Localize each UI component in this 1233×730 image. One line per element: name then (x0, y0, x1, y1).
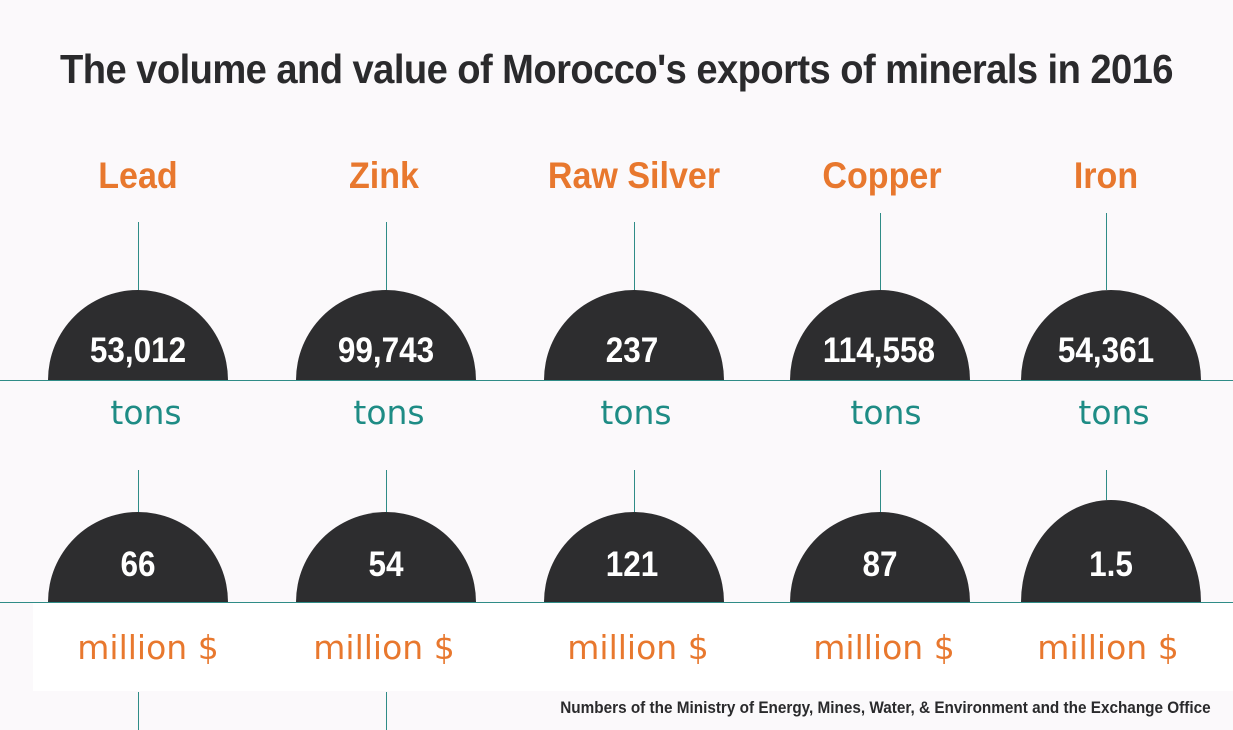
volume-connector-line (880, 213, 881, 290)
volume-unit: tons (1078, 393, 1150, 432)
volume-unit: tons (600, 393, 672, 432)
volume-value: 99,743 (337, 331, 435, 370)
export-value: 1.5 (1089, 545, 1133, 584)
volume-unit: tons (353, 393, 425, 432)
mineral-name: Iron (1073, 155, 1139, 196)
value-baseline (0, 602, 1233, 603)
value-connector-line (138, 470, 139, 512)
volume-value: 53,012 (89, 331, 187, 370)
export-value: 87 (862, 545, 898, 584)
volume-connector-line (1106, 213, 1107, 290)
value-unit: million $ (1037, 628, 1179, 667)
volume-unit: tons (850, 393, 922, 432)
volume-value: 237 (605, 331, 659, 370)
volume-baseline (0, 380, 1233, 381)
value-connector-line (880, 470, 881, 512)
value-connector-line (1106, 470, 1107, 500)
value-unit-band (33, 603, 1233, 691)
value-unit: million $ (313, 628, 455, 667)
volume-connector-line (138, 222, 139, 290)
value-connector-line (386, 470, 387, 512)
infographic-title: The volume and value of Morocco's export… (60, 46, 1173, 92)
bottom-connector-line (386, 692, 387, 730)
export-value: 66 (120, 545, 156, 584)
mineral-name: Lead (98, 155, 178, 196)
volume-value: 114,558 (822, 331, 936, 370)
volume-connector-line (634, 222, 635, 290)
volume-value: 54,361 (1057, 331, 1155, 370)
mineral-name: Zink (349, 155, 419, 196)
bottom-connector-line (138, 692, 139, 730)
value-unit: million $ (77, 628, 219, 667)
source-note: Numbers of the Ministry of Energy, Mines… (560, 698, 1211, 717)
volume-connector-line (386, 222, 387, 290)
value-connector-line (634, 470, 635, 512)
mineral-name: Raw Silver (547, 155, 721, 196)
value-unit: million $ (813, 628, 955, 667)
value-unit: million $ (567, 628, 709, 667)
export-value: 121 (605, 545, 659, 584)
volume-unit: tons (110, 393, 182, 432)
mineral-name: Copper (822, 155, 942, 196)
export-value: 54 (368, 545, 404, 584)
